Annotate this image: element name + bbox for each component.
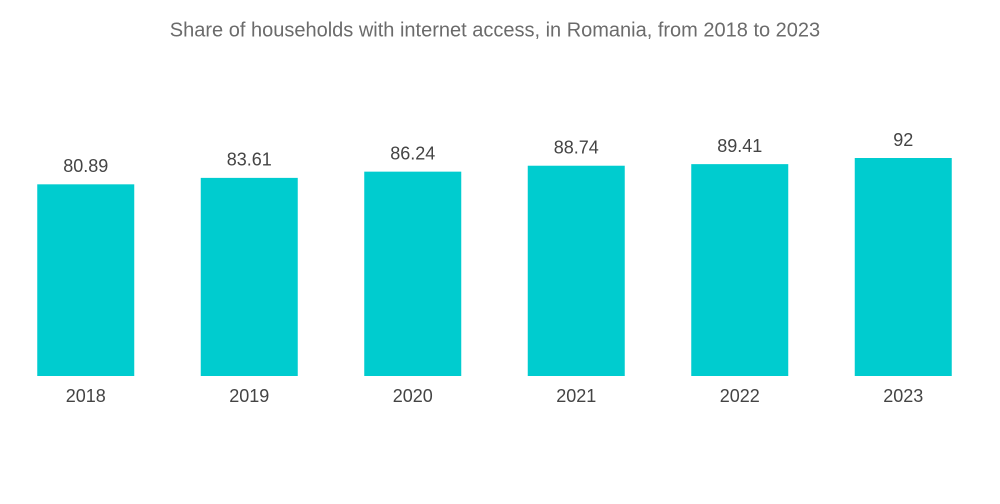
bar [37,184,135,376]
bar [691,164,789,376]
value-label: 88.74 [554,137,599,157]
x-tick-label: 2023 [883,386,923,406]
value-label: 83.61 [227,150,272,170]
x-tick-label: 2019 [229,386,269,406]
bar [200,177,298,376]
x-tick-label: 2020 [393,386,433,406]
value-label: 89.41 [717,136,762,156]
chart-title: Share of households with internet access… [170,19,820,41]
bar [364,171,462,376]
x-tick-label: 2018 [66,386,106,406]
bar [527,165,625,376]
bar [854,158,952,376]
value-label: 80.89 [63,156,108,176]
value-label: 92 [893,130,913,150]
value-label: 86.24 [390,143,435,163]
x-tick-label: 2022 [720,386,760,406]
x-tick-label: 2021 [556,386,596,406]
